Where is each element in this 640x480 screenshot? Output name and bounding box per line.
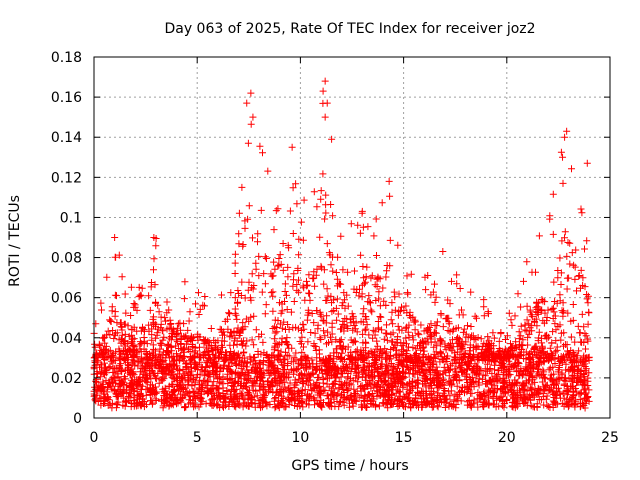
- roti-point: [358, 207, 366, 215]
- roti-point: [559, 153, 567, 161]
- x-tick-label: 25: [601, 430, 619, 446]
- roti-point: [561, 133, 569, 141]
- y-tick-label: 0.16: [51, 90, 82, 106]
- y-tick-label: 0.06: [51, 291, 82, 307]
- x-tick-label: 15: [395, 430, 413, 446]
- roti-point: [321, 113, 329, 121]
- y-tick-label: 0.1: [60, 210, 82, 226]
- roti-point: [249, 113, 257, 121]
- roti-point: [439, 248, 447, 256]
- roti-point: [385, 177, 393, 185]
- x-tick-label: 5: [193, 430, 202, 446]
- plot-frame: [93, 56, 611, 419]
- grid-lines: [94, 57, 610, 418]
- y-tick-label: 0.12: [51, 170, 82, 186]
- y-tick-label: 0.18: [51, 50, 82, 66]
- axes: [93, 56, 611, 419]
- y-tick-label: 0.08: [51, 251, 82, 267]
- x-tick-label: 0: [90, 430, 99, 446]
- roti-point: [111, 234, 119, 241]
- y-tick-label: 0.04: [51, 331, 82, 347]
- roti-point: [247, 89, 255, 97]
- x-tick-label: 10: [291, 430, 309, 446]
- y-tick-label: 0: [73, 411, 82, 427]
- roti-point: [321, 77, 329, 85]
- roti-point: [288, 143, 296, 151]
- x-tick-label: 20: [498, 430, 516, 446]
- roti-point: [563, 127, 571, 135]
- roti-point-cloud: [90, 99, 593, 412]
- roti-point: [323, 99, 331, 107]
- chart-title: Day 063 of 2025, Rate Of TEC Index for r…: [164, 21, 535, 37]
- roti-point: [150, 234, 158, 241]
- roti-point: [583, 159, 591, 167]
- y-axis-label: ROTI / TECUs: [7, 195, 23, 287]
- roti-point: [319, 87, 327, 95]
- axis-tick-labels: 0 5 10 15 20 25 0 0.02 0.04 0.06 0.08 0.1 0.12 0.14 0.…: [51, 50, 619, 446]
- roti-point: [243, 99, 251, 107]
- y-tick-label: 0.14: [51, 130, 82, 146]
- y-tick-label: 0.02: [51, 371, 82, 387]
- x-axis-label: GPS time / hours: [291, 458, 408, 474]
- data-points: [90, 77, 593, 412]
